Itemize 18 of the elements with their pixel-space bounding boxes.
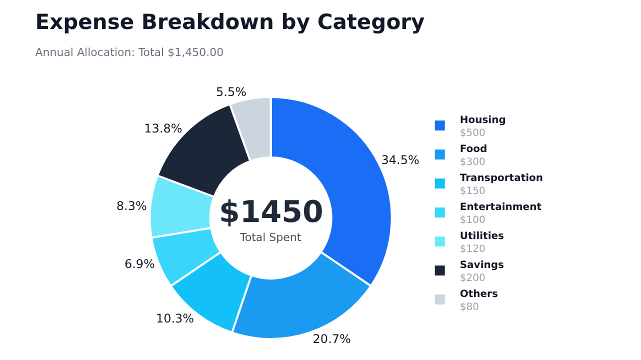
chart-title: Expense Breakdown by Category [35,10,425,34]
data-label: 6.9% [124,256,155,271]
legend-label: Housing $500 [460,114,506,139]
text: Total Spent [239,231,302,244]
chart-subtitle: Annual Allocation: Total $1,450.00 [35,46,224,60]
data-label: 5.5% [216,85,247,100]
text: $1450 [219,195,324,230]
legend-label: Food $300 [460,144,488,168]
data-label: 20.7% [312,332,351,346]
legend-label: Utilities $120 [460,230,504,255]
data-label: 34.5% [381,152,420,167]
legend-label: Others $80 [460,288,498,313]
legend-label: Savings $200 [460,260,504,284]
data-label: 8.3% [116,199,147,214]
legend-label: Transportation $150 [460,172,544,197]
data-label: 10.3% [156,312,194,326]
legend-label: Entertainment $100 [460,202,542,226]
data-label: 13.8% [144,121,182,136]
